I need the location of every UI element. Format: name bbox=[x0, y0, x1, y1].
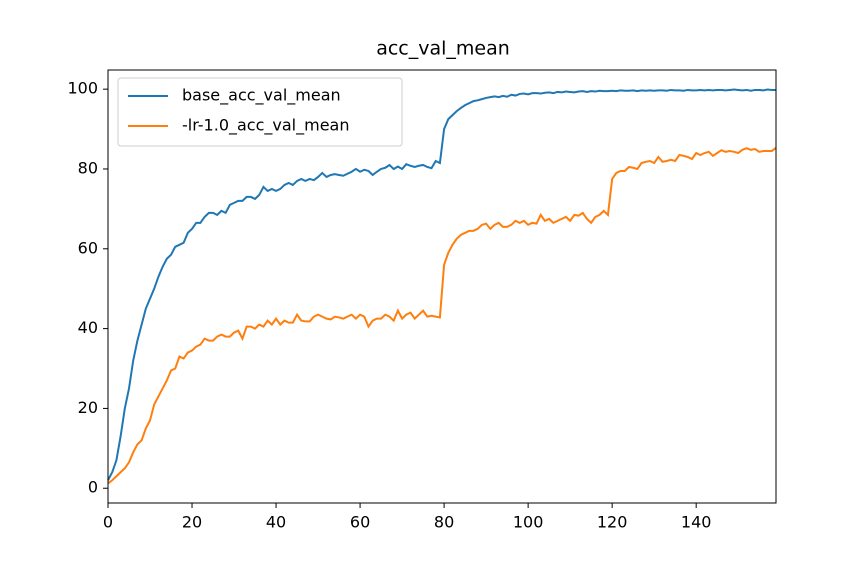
x-tick-label: 20 bbox=[182, 513, 202, 532]
chart-title: acc_val_mean bbox=[376, 38, 510, 60]
y-tick-label: 80 bbox=[78, 158, 98, 177]
x-tick-label: 120 bbox=[597, 513, 628, 532]
y-tick-label: 0 bbox=[88, 478, 98, 497]
x-tick-label: 60 bbox=[350, 513, 370, 532]
x-tick-label: 0 bbox=[103, 513, 113, 532]
x-tick-label: 140 bbox=[681, 513, 712, 532]
legend-label: base_acc_val_mean bbox=[182, 86, 341, 106]
x-tick-label: 40 bbox=[266, 513, 286, 532]
legend-label: -lr-1.0_acc_val_mean bbox=[182, 116, 349, 136]
series-line bbox=[107, 88, 776, 481]
x-tick-label: 80 bbox=[434, 513, 454, 532]
y-tick-label: 60 bbox=[78, 238, 98, 257]
y-tick-label: 100 bbox=[67, 79, 98, 98]
y-tick-label: 20 bbox=[78, 398, 98, 417]
plot-frame bbox=[107, 69, 777, 504]
x-tick-label: 100 bbox=[513, 513, 544, 532]
series-line bbox=[107, 147, 777, 485]
legend-box bbox=[117, 77, 403, 147]
y-tick-label: 40 bbox=[78, 318, 98, 337]
